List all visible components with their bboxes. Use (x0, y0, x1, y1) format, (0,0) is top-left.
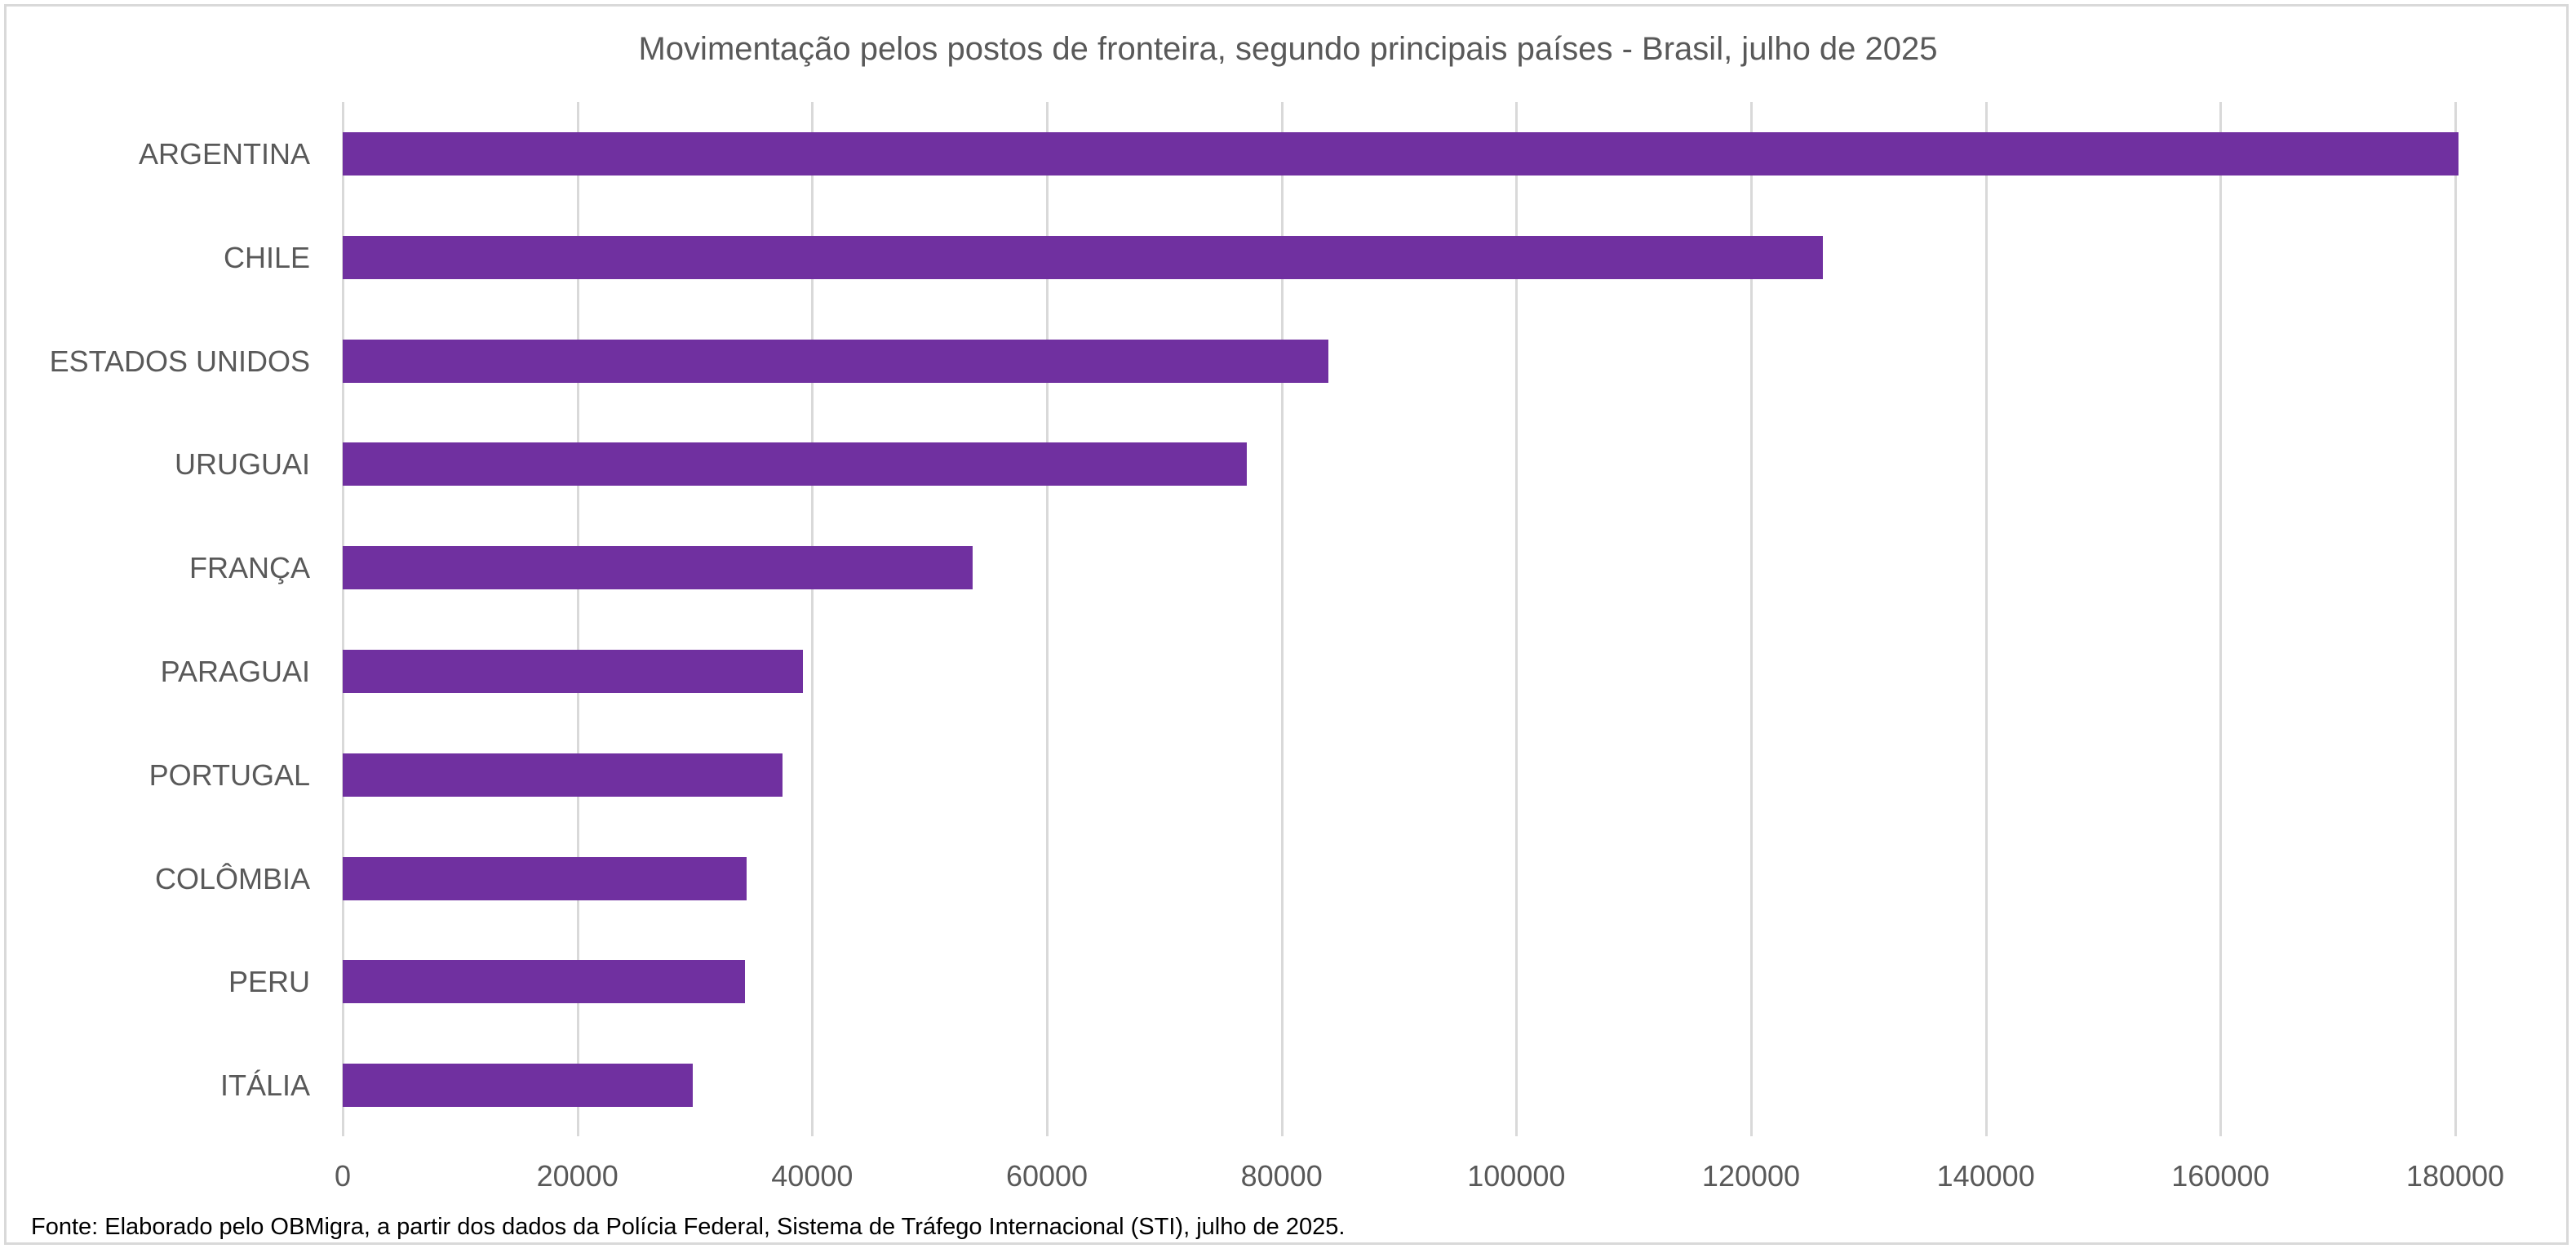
gridline (1984, 102, 1988, 1136)
x-tick-label: 160000 (2171, 1159, 2270, 1193)
category-label: ESTADOS UNIDOS (49, 344, 310, 378)
bar[interactable] (343, 546, 973, 590)
x-tick-label: 0 (334, 1159, 352, 1193)
plot-area (342, 102, 2464, 1136)
bar[interactable] (343, 650, 803, 693)
x-tick-label: 120000 (1701, 1159, 1801, 1193)
bar[interactable] (343, 753, 783, 797)
bar[interactable] (343, 1064, 693, 1108)
bar[interactable] (343, 960, 746, 1004)
gridline (1046, 102, 1049, 1136)
x-tick-label: 40000 (771, 1159, 853, 1193)
gridline (1280, 102, 1284, 1136)
bar[interactable] (343, 856, 747, 900)
x-tick-label: 20000 (536, 1159, 619, 1193)
x-tick-label: 60000 (1005, 1159, 1088, 1193)
category-label: PERU (228, 965, 310, 999)
gridline (342, 102, 344, 1136)
chart-frame (4, 4, 2569, 1245)
x-tick-label: 140000 (1936, 1159, 2035, 1193)
chart-title: Movimentação pelos postos de fronteira, … (638, 31, 1938, 67)
gridline (811, 102, 814, 1136)
x-tick-label: 180000 (2405, 1159, 2505, 1193)
category-label: ARGENTINA (138, 137, 310, 171)
gridline (2454, 102, 2457, 1136)
category-label: COLÔMBIA (154, 861, 310, 895)
bar[interactable] (343, 132, 2459, 176)
category-label: FRANÇA (188, 551, 310, 585)
x-tick-label: 80000 (1240, 1159, 1323, 1193)
gridline (576, 102, 579, 1136)
bar[interactable] (343, 339, 1329, 383)
gridline (2219, 102, 2223, 1136)
category-label: PARAGUAI (160, 655, 310, 688)
gridline (1750, 102, 1753, 1136)
category-label: ITÁLIA (219, 1069, 310, 1103)
bar[interactable] (343, 442, 1247, 487)
bar[interactable] (343, 235, 1823, 279)
x-tick-label: 100000 (1467, 1159, 1566, 1193)
category-label: URUGUAI (174, 447, 310, 482)
category-label: PORTUGAL (149, 758, 310, 792)
gridline (1515, 102, 1519, 1136)
category-label: CHILE (223, 240, 310, 274)
source-note: Fonte: Elaborado pelo OBMigra, a partir … (31, 1214, 1346, 1240)
